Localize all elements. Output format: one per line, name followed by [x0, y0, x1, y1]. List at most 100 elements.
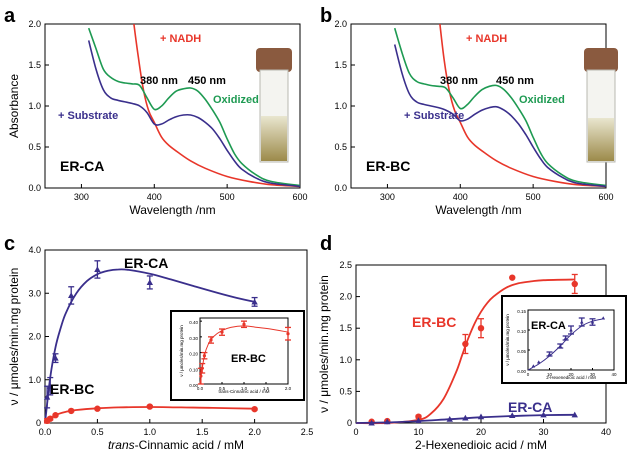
c-y-tick-label: 4.0 [28, 245, 41, 255]
c-er-ca-data-point [146, 279, 153, 285]
c-x-axis-title-rest: -Cinnamic acid / mM [135, 438, 244, 452]
d-y-tick-label: 1.5 [339, 323, 352, 333]
c-x-tick-label: 0.5 [91, 427, 104, 437]
c-y-axis-title: ν / μmoles/min.mg protein [7, 268, 21, 406]
a-enzyme-label: ER-CA [60, 158, 104, 174]
c-fit-er-bc [44, 406, 255, 424]
d-inset-x-tick-label: 30 [590, 372, 596, 377]
c-y-tick-label: 2.0 [28, 332, 41, 342]
a-substrate-label: + Substrate [58, 110, 118, 122]
d-inset-y-tick-label: 0.15 [517, 309, 526, 314]
b-substrate-label: + Substrate [404, 110, 464, 122]
c-inset-label: ER-BC [231, 353, 266, 365]
c-inset-y-title: ν / μmoles/min.mg protein [179, 325, 184, 377]
a-x-tick-label: 500 [220, 192, 235, 202]
a-oxidized-label: Oxidized [213, 94, 259, 106]
d-er-ca-data-point [571, 411, 578, 418]
d-inset-y-tick-label: 0.05 [517, 349, 526, 354]
d-inset-data-point [590, 320, 595, 324]
a-y-tick-label: 1.5 [28, 60, 41, 70]
d-er-bc-data-point [571, 280, 578, 288]
b-enzyme-label: ER-BC [366, 158, 410, 174]
d-x-tick-label: 10 [413, 427, 423, 437]
d-inset-data-point [563, 336, 568, 340]
d-er-ca-data-point [509, 412, 516, 418]
c-x-tick-label: 2.5 [301, 427, 314, 437]
c-inset-data-point [199, 374, 203, 378]
c-inset-data-point [242, 322, 246, 326]
c-inset-x-tick-label: 1.0 [241, 386, 248, 391]
d-er-bc-data-point [477, 325, 485, 332]
b-y-tick-label: 1.5 [334, 60, 347, 70]
d-er-ca-data-point [415, 417, 422, 424]
d-er-ca-data-point [477, 413, 485, 420]
c-y-tick-label: 3.0 [28, 288, 41, 298]
d-er-ca-data-point [446, 416, 453, 422]
d-er-ca-data-point [540, 411, 547, 418]
a-series-purple [87, 40, 300, 188]
d-inset-y-tick-label: 0.10 [517, 329, 526, 334]
c-inset-y-tick-label: 0.30 [189, 336, 198, 341]
b-series-green [393, 27, 606, 187]
b-y-tick-label: 0.5 [334, 142, 347, 152]
a-y-tick-label: 0.0 [28, 183, 41, 193]
d-inset-y-tick-label: 0.00 [517, 369, 526, 374]
b-oxidized-label: Oxidized [519, 94, 565, 106]
a-x-tick-label: 300 [74, 192, 89, 202]
b-y-tick-label: 1.0 [334, 101, 347, 111]
c-er-bc-data-point [47, 415, 54, 422]
vial-image-b [584, 48, 618, 163]
d-inset-x-tick-label: 10 [547, 372, 553, 377]
a-y-tick-label: 2.0 [28, 19, 41, 29]
b-nadh-label: + NADH [466, 33, 507, 45]
d-inset-y-title: ν / μmoles/min.mg protein [505, 314, 510, 366]
d-x-axis-title: 2-Hexenedioic acid / mM [415, 438, 547, 452]
c-inset-y-tick-label: 0.00 [189, 383, 198, 388]
c-x-axis-title: trans-Cinnamic acid / mM [108, 438, 244, 452]
d-er-bc-data-point [415, 413, 422, 420]
b-series-group [393, 24, 606, 188]
b-peak-450-label: 450 nm [496, 75, 534, 87]
d-er-ca-data-point [368, 419, 375, 426]
c-er-ca-data-point [251, 298, 258, 305]
c-inset-y-tick-label: 0.20 [189, 352, 198, 357]
c-inset-y-tick-label: 0.40 [189, 320, 198, 325]
c-er-bc-label: ER-BC [50, 381, 94, 397]
a-peak-380-label: 380 nm [140, 75, 178, 87]
d-y-tick-label: 0 [347, 418, 352, 428]
b-peak-380-label: 380 nm [440, 75, 478, 87]
a-x-tick-label: 400 [147, 192, 162, 202]
c-x-tick-label: 0.0 [39, 427, 52, 437]
d-y-tick-label: 1.0 [339, 355, 352, 365]
a-peak-450-label: 450 nm [188, 75, 226, 87]
c-er-bc-data-point [251, 405, 258, 413]
c-er-ca-data-point [43, 393, 51, 400]
c-inset-data-point [220, 330, 224, 334]
d-inset-data-point [569, 328, 573, 332]
panel-d-kinetics: 0 10 20 30 40 0 0.5 1.0 1.5 2.0 2.5 ER-BC ER-CA 2-Hex… [317, 260, 627, 452]
c-y-tick-label: 1.0 [28, 375, 41, 385]
panel-b-spectra: 300 400 500 600 0.0 0.5 1.0 1.5 2.0 Wavelength /n… [334, 19, 613, 217]
c-er-ca-data-point [52, 354, 59, 361]
d-inset-data-point [536, 360, 541, 364]
c-inset-data-point [202, 354, 206, 358]
c-er-ca-data-point [94, 266, 101, 273]
c-inset-fit [199, 325, 289, 385]
d-inset-data-point [601, 316, 606, 320]
d-er-ca-data-point [462, 414, 469, 421]
c-inset-data-point [200, 366, 204, 370]
c-inset-x-tick-label: 0.5 [219, 386, 226, 391]
d-er-bc-label: ER-BC [412, 314, 456, 330]
a-series-group [87, 24, 300, 188]
panel-letter-d: d [320, 233, 332, 255]
c-fit-er-ca [44, 268, 255, 424]
panel-letter-c: c [4, 233, 15, 255]
c-inset-data-point [209, 338, 213, 342]
d-inset-data-point [579, 320, 584, 324]
a-x-tick-label: 600 [292, 192, 307, 202]
c-y-tick-label: 0 [36, 418, 41, 428]
b-x-tick-label: 600 [598, 192, 613, 202]
d-y-tick-label: 2.0 [339, 292, 352, 302]
c-er-bc-data-point [146, 403, 153, 410]
